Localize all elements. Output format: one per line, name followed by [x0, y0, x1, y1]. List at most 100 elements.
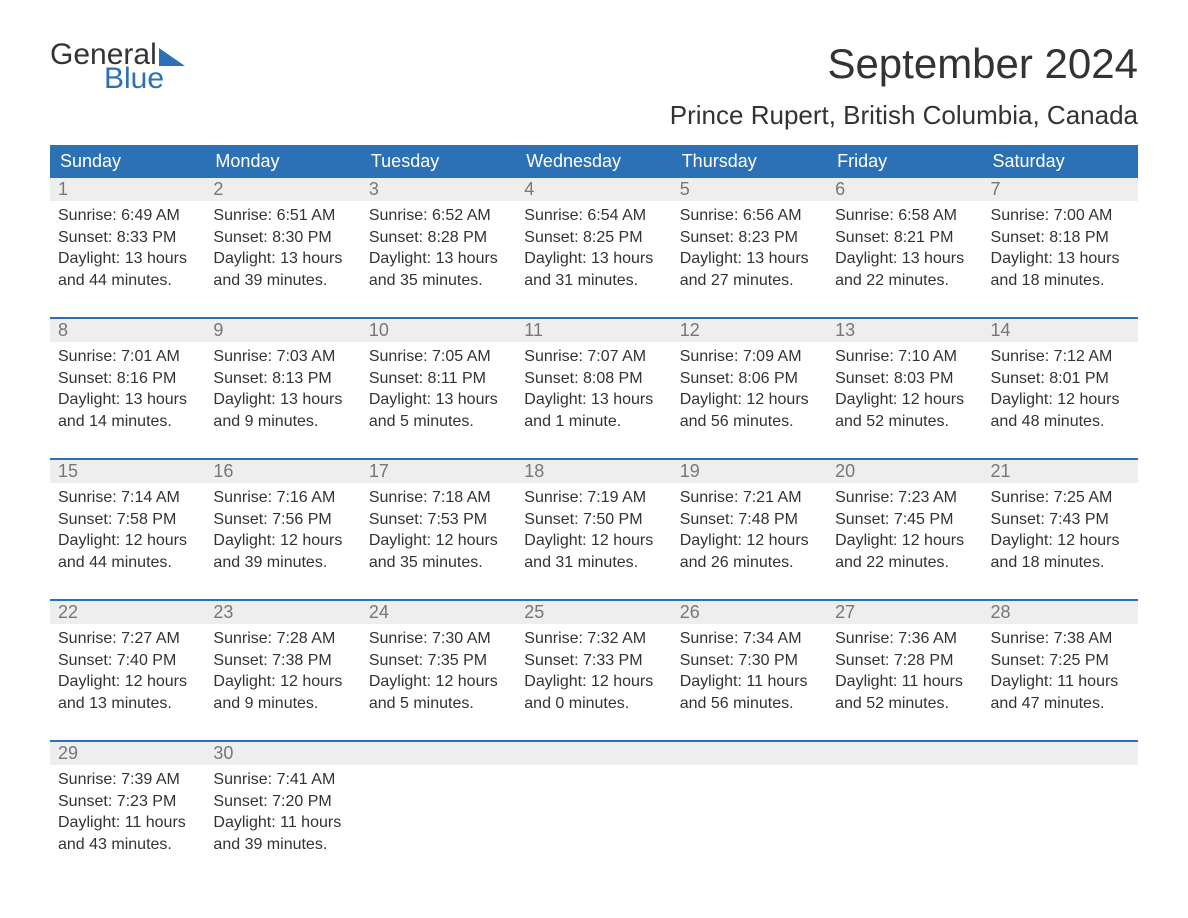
day-day1: Daylight: 12 hours — [991, 389, 1130, 411]
daynum-cell — [361, 742, 516, 765]
day-day2: and 35 minutes. — [369, 552, 508, 574]
day-day1: Daylight: 13 hours — [213, 248, 352, 270]
day-sunrise: Sunrise: 7:01 AM — [58, 346, 197, 368]
day-day2: and 31 minutes. — [524, 552, 663, 574]
body-row: Sunrise: 7:14 AMSunset: 7:58 PMDaylight:… — [50, 483, 1138, 579]
day-day1: Daylight: 11 hours — [58, 812, 197, 834]
day-sunset: Sunset: 7:28 PM — [835, 650, 974, 672]
body-row: Sunrise: 7:01 AMSunset: 8:16 PM Daylight:… — [50, 342, 1138, 438]
daynum-cell: 29 — [50, 742, 205, 765]
day-sunset: Sunset: 7:45 PM — [835, 509, 974, 531]
week-block: 22232425262728Sunrise: 7:27 AMSunset: 7:… — [50, 599, 1138, 720]
day-cell: Sunrise: 7:14 AMSunset: 7:58 PMDaylight:… — [50, 483, 205, 579]
day-day2: and 18 minutes. — [991, 552, 1130, 574]
day-day2: and 52 minutes. — [835, 693, 974, 715]
daynum-cell: 14 — [983, 319, 1138, 342]
day-sunrise: Sunrise: 7:00 AM — [991, 205, 1130, 227]
day-day1: Daylight: 12 hours — [369, 671, 508, 693]
day-sunrise: Sunrise: 7:10 AM — [835, 346, 974, 368]
daynum-cell — [827, 742, 982, 765]
daynum-row: 1234567 — [50, 178, 1138, 201]
day-cell: Sunrise: 7:10 AMSunset: 8:03 PMDaylight:… — [827, 342, 982, 438]
day-cell: Sunrise: 6:54 AMSunset: 8:25 PMDaylight:… — [516, 201, 671, 297]
day-cell: Sunrise: 7:18 AMSunset: 7:53 PMDaylight:… — [361, 483, 516, 579]
day-sunset: Sunset: 7:58 PM — [58, 509, 197, 531]
day-sunset: Sunset: 7:53 PM — [369, 509, 508, 531]
day-sunset: Sunset: 8:28 PM — [369, 227, 508, 249]
daynum-cell — [516, 742, 671, 765]
daynum-cell: 15 — [50, 460, 205, 483]
day-sunset: Sunset: 8:18 PM — [991, 227, 1130, 249]
day-sunrise: Sunrise: 6:49 AM — [58, 205, 197, 227]
day-sunset: Sunset: 8:21 PM — [835, 227, 974, 249]
day-sunset: Sunset: 8:13 PM — [213, 368, 352, 390]
day-sunset: Sunset: 7:40 PM — [58, 650, 197, 672]
day-cell: Sunrise: 7:09 AMSunset: 8:06 PMDaylight:… — [672, 342, 827, 438]
day-cell — [983, 765, 1138, 861]
day-day2: and 27 minutes. — [680, 270, 819, 292]
daynum-cell: 13 — [827, 319, 982, 342]
daynum-cell: 16 — [205, 460, 360, 483]
day-day1: Daylight: 12 hours — [835, 389, 974, 411]
day-cell: Sunrise: 7:05 AMSunset: 8:11 PMDaylight:… — [361, 342, 516, 438]
week-block: 15161718192021Sunrise: 7:14 AMSunset: 7:… — [50, 458, 1138, 579]
daynum-cell: 21 — [983, 460, 1138, 483]
day-day2: and 39 minutes. — [213, 552, 352, 574]
day-cell: Sunrise: 7:27 AMSunset: 7:40 PMDaylight:… — [50, 624, 205, 720]
day-sunrise: Sunrise: 6:52 AM — [369, 205, 508, 227]
day-sunset: Sunset: 8:16 PM — [58, 368, 197, 390]
day-day1: Daylight: 11 hours — [835, 671, 974, 693]
daynum-cell: 5 — [672, 178, 827, 201]
daynum-cell: 1 — [50, 178, 205, 201]
day-day2: and 48 minutes. — [991, 411, 1130, 433]
day-day1: Daylight: 13 hours — [524, 389, 663, 411]
week-block: 2930Sunrise: 7:39 AMSunset: 7:23 PMDayli… — [50, 740, 1138, 861]
daynum-cell: 7 — [983, 178, 1138, 201]
day-day2: and 35 minutes. — [369, 270, 508, 292]
day-sunrise: Sunrise: 7:12 AM — [991, 346, 1130, 368]
page-title: September 2024 — [827, 40, 1138, 88]
week-block: 891011121314Sunrise: 7:01 AMSunset: 8:16… — [50, 317, 1138, 438]
day-sunset: Sunset: 7:43 PM — [991, 509, 1130, 531]
day-sunrise: Sunrise: 7:39 AM — [58, 769, 197, 791]
daynum-cell: 17 — [361, 460, 516, 483]
day-cell: Sunrise: 7:41 AMSunset: 7:20 PMDaylight:… — [205, 765, 360, 861]
day-day1: Daylight: 12 hours — [991, 530, 1130, 552]
day-day1: Daylight: 11 hours — [213, 812, 352, 834]
day-day2: and 47 minutes. — [991, 693, 1130, 715]
day-sunset: Sunset: 8:23 PM — [680, 227, 819, 249]
day-sunset: Sunset: 7:48 PM — [680, 509, 819, 531]
day-day1: Daylight: 13 hours — [369, 248, 508, 270]
day-day1: Daylight: 12 hours — [58, 671, 197, 693]
logo-line2: Blue — [104, 64, 185, 94]
weekday-cell: Wednesday — [516, 145, 671, 178]
day-sunrise: Sunrise: 7:30 AM — [369, 628, 508, 650]
day-day1: Daylight: 12 hours — [58, 530, 197, 552]
day-cell: Sunrise: 7:19 AMSunset: 7:50 PMDaylight:… — [516, 483, 671, 579]
day-day1: Daylight: 13 hours — [369, 389, 508, 411]
day-day2: and 0 minutes. — [524, 693, 663, 715]
day-day1: Daylight: 12 hours — [835, 530, 974, 552]
daynum-row: 891011121314 — [50, 319, 1138, 342]
weekday-cell: Thursday — [672, 145, 827, 178]
day-day1: Daylight: 12 hours — [524, 530, 663, 552]
day-day1: Daylight: 12 hours — [213, 530, 352, 552]
day-day2: and 14 minutes. — [58, 411, 197, 433]
day-sunset: Sunset: 8:08 PM — [524, 368, 663, 390]
daynum-cell: 11 — [516, 319, 671, 342]
day-sunset: Sunset: 7:56 PM — [213, 509, 352, 531]
daynum-cell: 2 — [205, 178, 360, 201]
day-cell: Sunrise: 6:52 AMSunset: 8:28 PMDaylight:… — [361, 201, 516, 297]
day-day2: and 26 minutes. — [680, 552, 819, 574]
day-day2: and 1 minute. — [524, 411, 663, 433]
day-cell: Sunrise: 7:00 AMSunset: 8:18 PMDaylight:… — [983, 201, 1138, 297]
day-sunrise: Sunrise: 7:09 AM — [680, 346, 819, 368]
daynum-row: 22232425262728 — [50, 601, 1138, 624]
day-sunset: Sunset: 8:03 PM — [835, 368, 974, 390]
daynum-cell: 30 — [205, 742, 360, 765]
daynum-cell: 25 — [516, 601, 671, 624]
day-sunrise: Sunrise: 7:41 AM — [213, 769, 352, 791]
day-day1: Daylight: 12 hours — [680, 530, 819, 552]
day-sunset: Sunset: 7:23 PM — [58, 791, 197, 813]
day-cell — [516, 765, 671, 861]
